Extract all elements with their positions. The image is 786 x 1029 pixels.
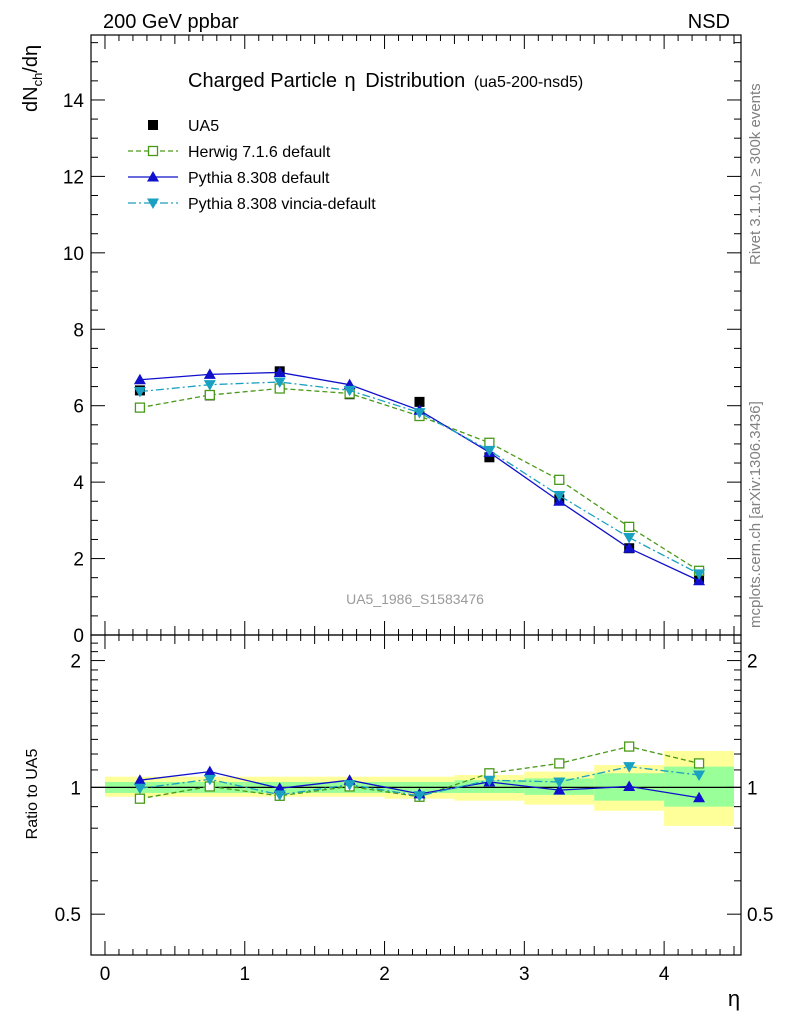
- ratio-data-point: [273, 790, 286, 801]
- data-point: [413, 408, 426, 419]
- legend-item: Herwig 7.1.6 default: [128, 144, 331, 161]
- x-tick-label: 2: [379, 964, 390, 985]
- ratio-y-tick-label-left: 0.5: [55, 905, 81, 926]
- x-tick-label: 4: [659, 964, 670, 985]
- data-point: [203, 368, 216, 379]
- legend-label: Pythia 8.308 vincia-default: [188, 196, 376, 213]
- ratio-data-point: [693, 791, 706, 803]
- rivet-label: Rivet 3.1.10, ≥ 300k events: [747, 83, 764, 265]
- y-tick-label: 6: [73, 397, 84, 418]
- y-tick-label: 0: [73, 626, 84, 647]
- x-axis-label: η: [728, 986, 740, 1011]
- ratio-series-pythia-8-308-vincia-default: [133, 762, 706, 802]
- header-right: NSD: [688, 11, 730, 33]
- legend: UA5 Herwig 7.1.6 default Pythia 8.308 defa…: [128, 118, 376, 213]
- ratio-y-tick-label-right: 1: [747, 778, 758, 799]
- legend-item: Pythia 8.308 vincia-default: [128, 196, 376, 213]
- data-point: [624, 521, 635, 532]
- data-point: [623, 542, 636, 553]
- ratio-data-point: [553, 784, 566, 795]
- series-ua5: [134, 366, 705, 583]
- legend-marker: [148, 120, 158, 130]
- plot-title-tail: Distribution: [365, 70, 465, 92]
- ratio-data-point: [623, 780, 636, 791]
- plot-title-id: (ua5-200-nsd5): [474, 74, 583, 91]
- ratio-data-point: [273, 782, 286, 793]
- mcplots-label: mcplots.cern.ch [arXiv:1306.3436]: [747, 401, 764, 628]
- ratio-data-point: [624, 741, 635, 752]
- header-left: 200 GeV ppbar: [103, 11, 239, 33]
- ratio-data-point: [623, 762, 636, 773]
- ratio-panel: 0.5 0.5 1 1 2 2 0 1 2 3 4: [55, 634, 773, 985]
- ratio-data-point: [343, 780, 356, 791]
- series-pythia-8-308-vincia-default: [133, 377, 706, 580]
- watermark: UA5_1986_S1583476: [346, 591, 484, 607]
- data-point: [273, 377, 286, 389]
- legend-item: Pythia 8.308 default: [128, 170, 330, 187]
- x-tick-label: 0: [100, 964, 111, 985]
- legend-label: Pythia 8.308 default: [188, 170, 330, 187]
- ratio-data-point: [554, 758, 565, 769]
- data-point: [133, 373, 146, 385]
- data-point: [693, 574, 706, 586]
- data-point: [273, 366, 286, 377]
- y-tick-label: 14: [63, 91, 85, 112]
- ratio-y-tick-label-left: 2: [70, 652, 81, 673]
- data-point: [343, 385, 356, 397]
- y-tick-label: 2: [73, 550, 84, 571]
- plot-title: Charged Particle η Distribution (ua5-200…: [188, 70, 583, 92]
- ratio-y-tick-label-right: 0.5: [747, 905, 773, 926]
- main-panel: 0 2 4 6 8 10 12 14: [63, 34, 742, 647]
- x-tick-label: 3: [519, 964, 530, 985]
- data-point: [134, 402, 146, 413]
- plot-title-eta: η: [345, 70, 356, 92]
- legend-marker: [147, 198, 159, 209]
- y-tick-label: 12: [63, 167, 84, 188]
- y-tick-label: 10: [63, 244, 84, 265]
- y-tick-label: 4: [73, 473, 84, 494]
- ratio-y-tick-label-left: 1: [70, 778, 81, 799]
- legend-label: UA5: [188, 118, 219, 135]
- plot-title-main: Charged Particle: [188, 70, 337, 92]
- ratio-data-point: [133, 783, 146, 795]
- ratio-data-point: [483, 775, 496, 787]
- data-point: [623, 533, 636, 544]
- ratio-data-point: [693, 758, 705, 769]
- y-axis-label-main: dNch/dη: [20, 45, 45, 112]
- legend-marker: [147, 145, 159, 157]
- data-point: [203, 380, 216, 391]
- ratio-y-tick-label-right: 2: [747, 652, 758, 673]
- ratio-data-point: [203, 765, 216, 777]
- data-point: [554, 474, 565, 485]
- ratio-frame: [90, 634, 742, 956]
- ratio-data-point: [553, 777, 566, 788]
- ratio-data-point: [693, 770, 706, 781]
- ratio-data-point: [203, 774, 216, 786]
- legend-item: UA5: [148, 118, 219, 135]
- data-point: [484, 452, 495, 463]
- data-point: [204, 389, 215, 401]
- data-point: [553, 491, 566, 502]
- ratio-data-point: [133, 774, 146, 785]
- x-tick-label: 1: [239, 964, 250, 985]
- legend-label: Herwig 7.1.6 default: [188, 144, 331, 161]
- data-point: [133, 387, 146, 398]
- y-axis-label-ratio: Ratio to UA5: [24, 749, 41, 840]
- data-point: [693, 569, 706, 580]
- legend-marker: [147, 171, 159, 182]
- data-point: [483, 445, 496, 457]
- ratio-data-point: [134, 793, 146, 804]
- data-point: [414, 396, 425, 407]
- ratio-data-point: [413, 791, 426, 802]
- y-tick-label: 8: [73, 320, 84, 341]
